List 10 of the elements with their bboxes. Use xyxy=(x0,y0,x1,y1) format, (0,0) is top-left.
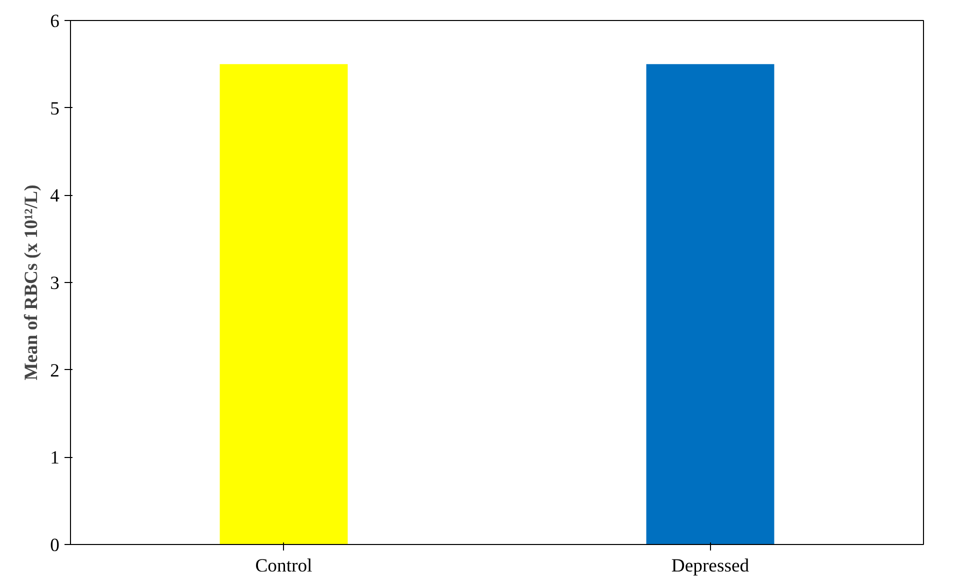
x-tick-label: Depressed xyxy=(671,556,750,576)
y-tick-label: 6 xyxy=(50,11,60,32)
y-tick-label: 0 xyxy=(50,535,60,556)
y-tick-label: 2 xyxy=(50,360,60,382)
y-axis-title: Mean of RBCs (x 10¹²/L) xyxy=(21,184,42,380)
y-tick-label: 5 xyxy=(50,98,60,120)
y-tick-label: 1 xyxy=(50,448,60,469)
y-tick-label: 3 xyxy=(50,273,60,294)
x-tick-label: Control xyxy=(255,556,312,576)
y-tick-label: 4 xyxy=(50,186,60,207)
